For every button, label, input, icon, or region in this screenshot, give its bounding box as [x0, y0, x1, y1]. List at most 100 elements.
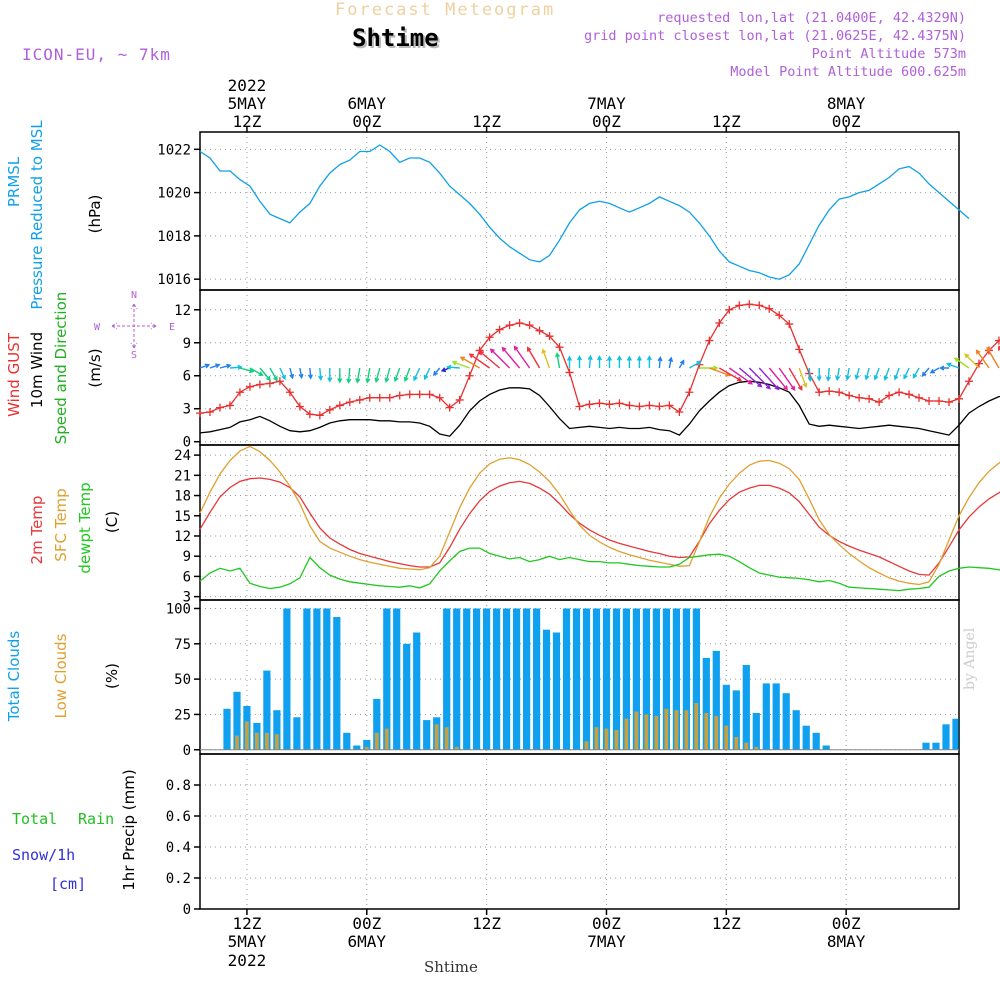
wind-arrow-35 — [541, 348, 551, 369]
gust-marker-51 — [705, 336, 714, 345]
wind-arrow-29 — [468, 353, 491, 369]
gust-marker-4 — [235, 388, 244, 397]
gust-marker-47 — [665, 401, 674, 410]
total-cloud-bar-29 — [483, 608, 491, 750]
gust-marker-7 — [265, 379, 274, 388]
gust-marker-64 — [835, 388, 844, 397]
compass-icon — [111, 303, 157, 349]
label-speed-direction: Speed and Direction — [52, 292, 70, 445]
total-cloud-bar-30 — [493, 608, 501, 750]
wind-arrow-80 — [986, 346, 1000, 369]
series-line-temperature-0 — [199, 477, 1000, 576]
low-cloud-bar-46 — [654, 715, 659, 750]
gust-marker-34 — [535, 326, 544, 335]
total-cloud-bar-50 — [692, 608, 700, 750]
wind-arrow-8 — [279, 367, 286, 381]
xlabel-top-date-3: 7MAY — [587, 94, 626, 113]
xlabel-bottom-date-5: 8MAY — [827, 932, 866, 951]
gust-marker-67 — [865, 394, 874, 403]
gust-marker-5 — [245, 382, 254, 391]
wind-arrow-30 — [478, 350, 501, 369]
wind-arrow-81 — [998, 345, 1000, 351]
total-cloud-bar-34 — [533, 608, 541, 750]
gust-marker-40 — [595, 399, 604, 408]
low-cloud-bar-17 — [364, 746, 369, 750]
ytick-label-precip-1: 0.2 — [166, 871, 191, 887]
gust-marker-20 — [395, 391, 404, 400]
total-cloud-bar-57 — [762, 683, 770, 750]
xlabel-bottom-time-3: 00Z — [592, 914, 621, 933]
gust-marker-37 — [565, 368, 574, 377]
total-cloud-bar-28 — [473, 608, 481, 750]
total-cloud-bar-49 — [682, 608, 690, 750]
xlabel-bottom-time-4: 12Z — [712, 914, 741, 933]
gust-marker-52 — [715, 318, 724, 327]
ytick-label-pressure-0: 1016 — [157, 272, 191, 288]
wind-arrow-43 — [626, 355, 633, 368]
gust-marker-29 — [485, 333, 494, 342]
low-cloud-bar-18 — [374, 732, 379, 750]
total-cloud-bar-10 — [293, 717, 301, 750]
total-cloud-bar-44 — [632, 608, 640, 750]
wind-arrow-18 — [374, 367, 381, 384]
total-cloud-bar-48 — [672, 608, 680, 750]
gust-marker-62 — [815, 388, 824, 397]
total-cloud-bar-23 — [423, 720, 431, 750]
total-cloud-bar-62 — [812, 732, 820, 750]
gust-marker-43 — [625, 401, 634, 410]
wind-arrow-7 — [269, 367, 278, 382]
wind-arrow-9 — [289, 367, 295, 380]
total-cloud-bar-45 — [642, 608, 650, 750]
wind-arrow-61 — [807, 367, 813, 383]
low-cloud-bar-19 — [384, 728, 389, 750]
gust-marker-25 — [445, 403, 454, 412]
low-cloud-bar-8 — [275, 734, 279, 750]
total-cloud-bar-73 — [922, 742, 930, 750]
gust-marker-1 — [205, 408, 214, 417]
gust-marker-76 — [955, 394, 963, 403]
ytick-label-temperature-0: 3 — [183, 590, 191, 606]
gust-marker-53 — [725, 305, 734, 314]
label-total: Total — [12, 810, 57, 828]
total-cloud-bar-41 — [602, 608, 611, 750]
xlabel-top-date-0: 5MAY — [228, 94, 267, 113]
low-cloud-bar-25 — [444, 727, 449, 750]
wind-arrow-75 — [939, 365, 949, 371]
total-cloud-bar-36 — [552, 632, 561, 750]
wind-arrow-53 — [728, 367, 754, 385]
ytick-label-clouds-1: 25 — [174, 707, 191, 723]
xlabel-top-time-3: 00Z — [592, 112, 621, 131]
ytick-label-temperature-3: 12 — [174, 529, 191, 545]
point-altitude: Point Altitude 573m — [811, 46, 966, 62]
total-cloud-bar-31 — [503, 608, 511, 750]
gust-marker-14 — [335, 401, 344, 410]
gust-marker-48 — [675, 408, 684, 417]
gust-marker-80 — [994, 336, 1000, 345]
gust-marker-2 — [215, 403, 224, 412]
gust-marker-60 — [795, 345, 804, 354]
gust-marker-41 — [605, 400, 614, 409]
total-cloud-bar-42 — [612, 608, 621, 750]
low-cloud-bar-41 — [604, 728, 609, 750]
wind-arrow-1 — [209, 363, 221, 369]
gust-marker-42 — [615, 399, 624, 408]
wind-arrow-20 — [393, 367, 401, 383]
gust-marker-0 — [196, 409, 204, 418]
ytick-label-temperature-5: 18 — [174, 489, 191, 505]
gust-marker-26 — [455, 395, 464, 404]
label-1hr-precip: 1hr Precip (mm) — [120, 769, 138, 890]
wind-arrow-5 — [249, 367, 264, 376]
wind-arrow-57 — [768, 367, 789, 391]
label-wind-gust: Wind GUST — [5, 332, 23, 417]
xlabel-top-year: 2022 — [228, 76, 267, 95]
wind-arrow-77 — [953, 357, 970, 369]
xlabel-bottom-time-1: 00Z — [352, 914, 381, 933]
wind-arrow-69 — [883, 367, 890, 381]
wind-arrow-40 — [596, 355, 603, 368]
total-cloud-bar-35 — [542, 629, 551, 750]
xlabel-bottom-time-5: 00Z — [832, 914, 861, 933]
total-cloud-bar-52 — [712, 650, 720, 750]
gust-marker-39 — [585, 400, 594, 409]
gust-marker-57 — [765, 304, 774, 313]
total-cloud-bar-27 — [463, 608, 471, 750]
